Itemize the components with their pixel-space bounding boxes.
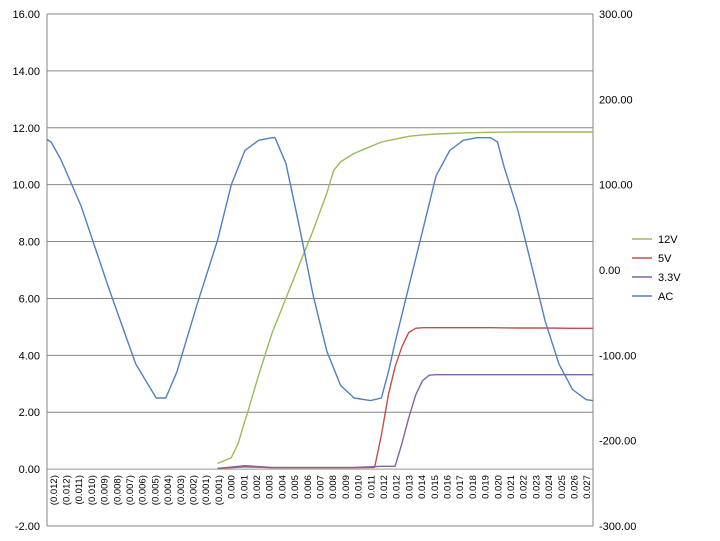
x-tick-label: (0.003) — [176, 475, 187, 505]
x-tick-label: 0.018 — [468, 475, 479, 499]
x-tick-label: (0.010) — [87, 475, 98, 505]
x-tick-label: 0.013 — [404, 475, 415, 499]
x-tick-label: 0.002 — [252, 475, 263, 499]
y-right-tick-label: 200.00 — [599, 94, 633, 106]
x-tick-label: (0.005) — [150, 475, 161, 505]
y-left-tick-label: 8.00 — [19, 237, 40, 249]
x-tick-label: 0.003 — [265, 475, 276, 499]
x-tick-label: 0.020 — [493, 475, 504, 499]
legend-label: 5V — [658, 253, 672, 265]
y-axis-right: -300.00 -200.00 -100.00 0.00 100.00 200.00 300… — [592, 9, 636, 533]
legend-label: 12V — [658, 234, 678, 246]
series-line-5v — [217, 327, 593, 470]
x-tick-label: 0.014 — [417, 475, 428, 499]
legend-label: 3.3V — [658, 272, 681, 284]
x-tick-label: 0.010 — [354, 475, 365, 499]
gridlines — [47, 13, 593, 527]
y-left-tick-label: 2.00 — [19, 407, 40, 419]
x-tick-label: (0.012) — [49, 475, 60, 505]
x-tick-label: (0.006) — [138, 475, 149, 505]
y-left-tick-label: 6.00 — [19, 293, 40, 305]
legend-label: AC — [658, 291, 673, 303]
x-tick-label: 0.015 — [430, 475, 441, 499]
series-line-12v — [217, 131, 593, 465]
x-tick-label: (0.012) — [62, 475, 73, 505]
y-left-tick-label: 12.00 — [12, 123, 40, 135]
x-tick-label: 0.025 — [557, 475, 568, 499]
y-left-tick-label: 16.00 — [12, 9, 40, 21]
x-tick-label: 0.024 — [544, 475, 555, 499]
series-line-3-3v — [217, 374, 593, 470]
y-right-tick-label: 300.00 — [599, 9, 633, 21]
y-left-tick-label: 4.00 — [19, 350, 40, 362]
y-left-tick-label: 14.00 — [12, 66, 40, 78]
x-tick-label: 0.005 — [290, 475, 301, 499]
x-tick-label: 0.008 — [328, 475, 339, 499]
y-right-tick-label: 100.00 — [599, 180, 633, 192]
x-tick-label: 0.007 — [316, 475, 327, 499]
x-tick-label: 0.006 — [303, 475, 314, 499]
x-tick-label: (0.007) — [125, 475, 136, 505]
y-right-tick-label: -300.00 — [599, 521, 636, 533]
series-line-ac — [46, 136, 594, 402]
x-tick-label: (0.004) — [163, 475, 174, 505]
x-tick-label: (0.009) — [100, 475, 111, 505]
x-tick-label: 0.019 — [481, 475, 492, 499]
x-tick-label: 0.021 — [506, 475, 517, 499]
x-axis: (0.012) (0.012) (0.011) (0.010) (0.009) (0.00… — [49, 475, 593, 505]
x-tick-label: (0.001) — [201, 475, 212, 505]
x-tick-label: (0.002) — [189, 475, 200, 505]
y-left-tick-label: -2.00 — [15, 521, 40, 533]
x-tick-label: 0.000 — [227, 475, 238, 499]
y-right-tick-label: -100.00 — [599, 350, 636, 362]
x-tick-label: 0.026 — [570, 475, 581, 499]
legend: 12V 5V 3.3V AC — [632, 234, 681, 303]
y-left-tick-label: 0.00 — [19, 464, 40, 476]
plot-series — [46, 131, 594, 470]
y-left-tick-label: 10.00 — [12, 180, 40, 192]
y-right-tick-label: -200.00 — [599, 436, 636, 448]
x-tick-label: 0.012 — [379, 475, 390, 499]
x-tick-label: (0.001) — [214, 475, 225, 505]
x-tick-label: 0.011 — [366, 475, 377, 498]
x-tick-label: (0.008) — [112, 475, 123, 505]
y-right-tick-label: 0.00 — [599, 265, 620, 277]
x-tick-label: 0.004 — [277, 475, 288, 499]
x-tick-label: 0.023 — [531, 475, 542, 499]
x-tick-label: 0.001 — [239, 475, 250, 499]
y-axis-left: -2.00 0.00 2.00 4.00 6.00 8.00 10.00 12.00 14.00… — [12, 9, 48, 533]
x-tick-label: (0.011) — [74, 475, 85, 504]
x-tick-label: 0.012 — [392, 475, 403, 499]
x-tick-label: 0.022 — [519, 475, 530, 499]
x-tick-label: 0.017 — [455, 475, 466, 499]
x-tick-label: 0.016 — [443, 475, 454, 499]
x-tick-label: 0.009 — [341, 475, 352, 499]
x-tick-label: 0.027 — [582, 475, 593, 499]
